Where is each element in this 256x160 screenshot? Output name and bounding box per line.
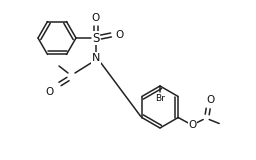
Text: Br: Br xyxy=(155,93,165,103)
Text: O: O xyxy=(206,95,214,104)
Text: S: S xyxy=(92,32,100,44)
Text: O: O xyxy=(116,30,124,40)
Text: O: O xyxy=(188,120,196,131)
Text: O: O xyxy=(46,87,54,97)
Text: N: N xyxy=(92,53,100,63)
Text: O: O xyxy=(92,13,100,23)
